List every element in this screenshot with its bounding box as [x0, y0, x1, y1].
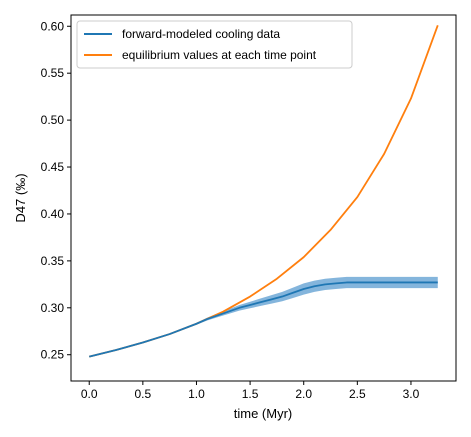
x-tick-label: 1.0 [188, 387, 205, 401]
y-tick-label: 0.35 [41, 254, 65, 268]
cooling-uncertainty-band [89, 276, 438, 358]
y-tick-label: 0.60 [41, 19, 65, 33]
y-axis-label: D47 (‰) [13, 173, 28, 222]
x-tick-label: 2.0 [295, 387, 312, 401]
y-tick-label: 0.40 [41, 207, 65, 221]
x-tick-label: 2.5 [349, 387, 366, 401]
x-tick-label: 0.5 [135, 387, 152, 401]
x-tick-label: 1.5 [242, 387, 259, 401]
plot-area [89, 25, 439, 358]
y-tick-label: 0.45 [41, 160, 65, 174]
plot-frame [70, 14, 457, 382]
y-tick-label: 0.25 [41, 348, 65, 362]
legend: forward-modeled cooling data equilibrium… [76, 20, 353, 69]
y-axis: 0.25 0.30 0.35 0.40 0.45 0.50 0.55 0.60 [41, 19, 71, 362]
x-tick-label: 3.0 [403, 387, 420, 401]
x-axis-label: time (Myr) [234, 406, 293, 421]
legend-label-equilibrium: equilibrium values at each time point [122, 48, 317, 62]
x-axis: 0.0 0.5 1.0 1.5 2.0 2.5 3.0 [81, 381, 420, 401]
x-tick-label: 0.0 [81, 387, 98, 401]
y-tick-label: 0.50 [41, 113, 65, 127]
y-tick-label: 0.55 [41, 66, 65, 80]
legend-box [76, 20, 353, 69]
legend-label-cooling: forward-modeled cooling data [122, 27, 280, 41]
y-tick-label: 0.30 [41, 301, 65, 315]
series-line-cooling [89, 281, 438, 358]
